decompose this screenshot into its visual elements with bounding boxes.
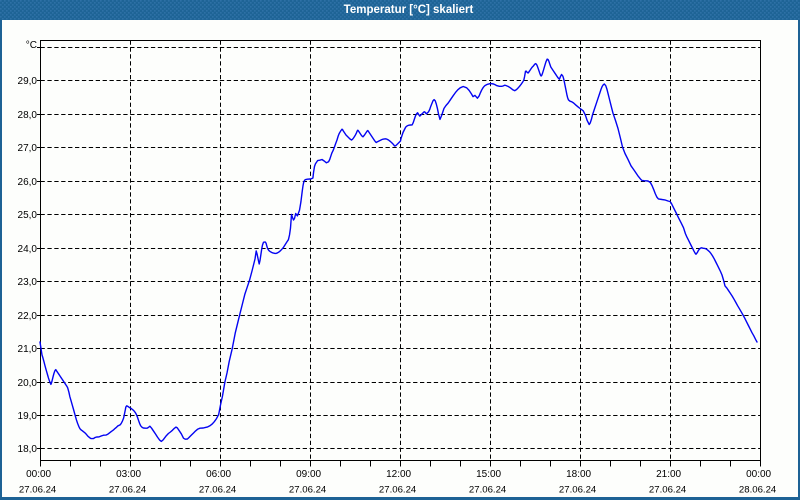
svg-text:20,0: 20,0 xyxy=(18,378,38,389)
svg-text:22,0: 22,0 xyxy=(18,311,38,322)
svg-text:27,0: 27,0 xyxy=(18,143,38,154)
svg-text:27.06.24: 27.06.24 xyxy=(559,485,597,496)
svg-text:12:00: 12:00 xyxy=(386,469,411,480)
svg-text:24,0: 24,0 xyxy=(18,244,38,255)
svg-text:25,0: 25,0 xyxy=(18,210,38,221)
svg-text:27.06.24: 27.06.24 xyxy=(379,485,417,496)
svg-text:18:00: 18:00 xyxy=(566,469,591,480)
svg-text:27.06.24: 27.06.24 xyxy=(649,485,687,496)
svg-text:09:00: 09:00 xyxy=(296,469,321,480)
svg-text:28,0: 28,0 xyxy=(18,110,38,121)
svg-text:26,0: 26,0 xyxy=(18,177,38,188)
svg-text:27.06.24: 27.06.24 xyxy=(199,485,237,496)
svg-text:27.06.24: 27.06.24 xyxy=(469,485,507,496)
svg-text:15:00: 15:00 xyxy=(476,469,501,480)
svg-text:18,0: 18,0 xyxy=(18,444,38,455)
svg-text:28.06.24: 28.06.24 xyxy=(739,485,777,496)
svg-text:06:00: 06:00 xyxy=(206,469,231,480)
svg-text:21,0: 21,0 xyxy=(18,344,38,355)
svg-text:27.06.24: 27.06.24 xyxy=(289,485,327,496)
svg-text:27.06.24: 27.06.24 xyxy=(109,485,147,496)
svg-text:00:00: 00:00 xyxy=(26,469,51,480)
svg-text:27.06.24: 27.06.24 xyxy=(19,485,57,496)
svg-text:°C: °C xyxy=(26,40,37,51)
svg-text:00:00: 00:00 xyxy=(746,469,771,480)
svg-text:21:00: 21:00 xyxy=(656,469,681,480)
svg-text:29,0: 29,0 xyxy=(18,76,38,87)
svg-text:23,0: 23,0 xyxy=(18,277,38,288)
svg-text:19,0: 19,0 xyxy=(18,411,38,422)
svg-text:03:00: 03:00 xyxy=(116,469,141,480)
svg-text:Temperatur [°C] skaliert: Temperatur [°C] skaliert xyxy=(344,4,474,16)
